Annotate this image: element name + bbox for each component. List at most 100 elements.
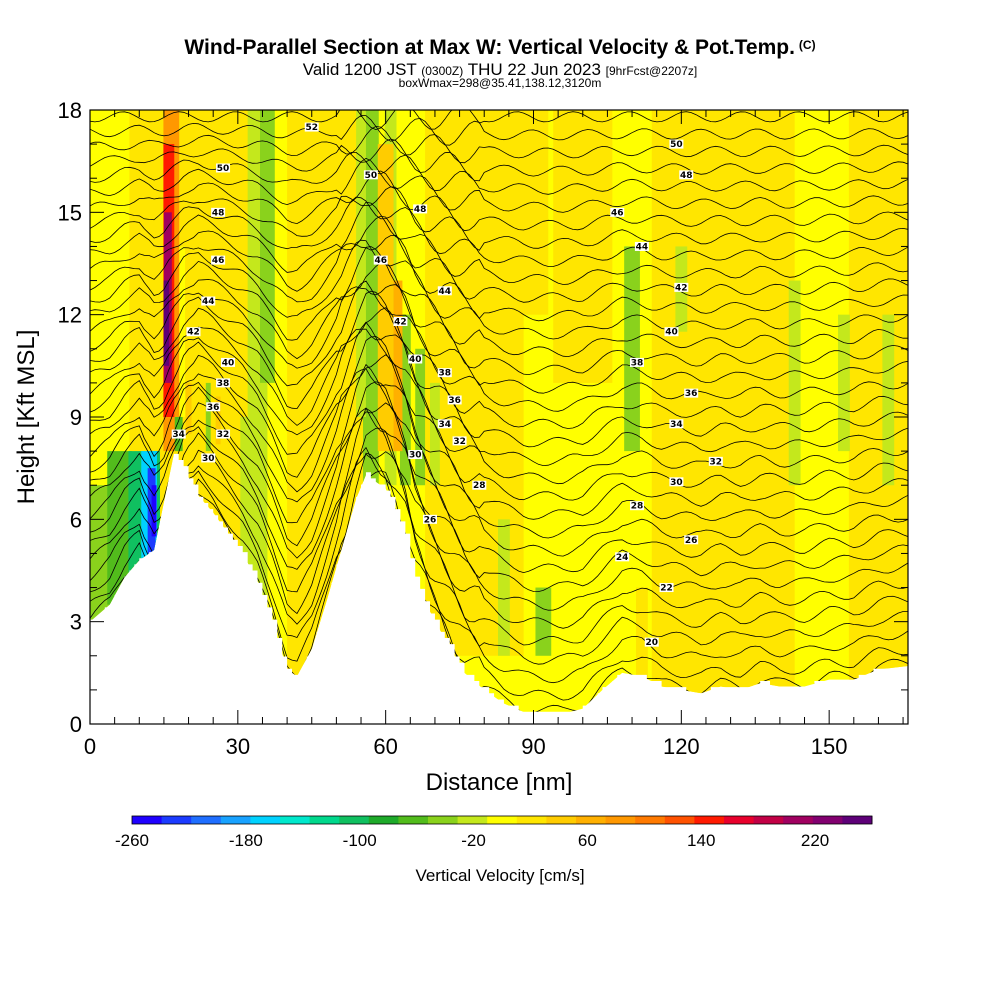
y-tick-label: 12 xyxy=(58,303,82,328)
velocity-band-15 xyxy=(356,110,366,417)
contour-label-text: 44 xyxy=(439,287,452,297)
contour-label-text: 36 xyxy=(685,389,698,399)
contour-label-text: 40 xyxy=(409,355,422,365)
theta-contour-4 xyxy=(90,427,908,646)
contour-label-bg xyxy=(408,450,423,460)
contour-label: 40 xyxy=(220,357,235,368)
contour-label-text: 38 xyxy=(439,369,452,379)
theta-contour-18 xyxy=(90,284,908,394)
contour-label: 40 xyxy=(664,327,679,338)
contour-label-text: 44 xyxy=(636,242,649,252)
colorbar-swatch xyxy=(664,816,695,824)
contour-label: 42 xyxy=(674,282,689,293)
colorbar-swatch xyxy=(191,816,222,824)
contour-label: 50 xyxy=(216,163,231,174)
colorbar-swatch xyxy=(635,816,666,824)
contour-label-bg xyxy=(629,501,644,511)
contour-label-bg xyxy=(211,207,226,217)
contour-label-bg xyxy=(472,480,487,490)
velocity-band-35 xyxy=(151,485,157,537)
theta-contour-28 xyxy=(90,157,908,213)
colorbar-tick-label: -180 xyxy=(229,831,263,850)
contour-label-text: 30 xyxy=(409,451,422,461)
velocity-band-38 xyxy=(205,382,211,452)
contour-label: 32 xyxy=(216,429,231,440)
subtitle-fcst: [9hrFcst@2207z] xyxy=(605,64,698,78)
theta-contour-13 xyxy=(90,321,908,485)
contour-label-bg xyxy=(452,436,467,446)
contour-label-bg xyxy=(206,402,221,412)
contour-label: 36 xyxy=(684,388,699,399)
contour-label-text: 26 xyxy=(685,536,698,546)
contour-label-text: 32 xyxy=(453,437,466,447)
contour-label-bg xyxy=(669,139,684,149)
colorbar-tick-label: -100 xyxy=(343,831,377,850)
theta-contour-17 xyxy=(90,280,908,412)
contour-label-bg xyxy=(684,535,699,545)
contour-label-bg xyxy=(211,255,226,265)
colorbar-swatch xyxy=(812,816,843,824)
theta-contour-19 xyxy=(90,261,908,376)
colorbar-swatch xyxy=(280,816,311,824)
theta-contour-10 xyxy=(90,368,908,539)
contour-label-bg xyxy=(610,207,625,217)
contour-label-text: 50 xyxy=(670,140,683,150)
contour-label-text: 30 xyxy=(202,454,215,464)
colorbar-label: Vertical Velocity [cm/s] xyxy=(415,866,584,885)
contour-label-bg xyxy=(684,388,699,398)
contour-label-bg xyxy=(408,354,423,364)
x-tick-label: 0 xyxy=(84,734,96,759)
contour-label-text: 46 xyxy=(374,256,387,266)
contour-label: 36 xyxy=(447,395,462,406)
contour-label-bg xyxy=(674,282,689,292)
contour-label: 30 xyxy=(669,477,684,488)
colorbar-frame xyxy=(131,815,873,825)
contour-label-bg xyxy=(373,255,388,265)
theta-contour-1 xyxy=(90,452,908,701)
y-tick-label: 6 xyxy=(70,507,82,532)
theta-contour-0 xyxy=(90,470,908,714)
terrain-mask xyxy=(90,453,908,724)
velocity-band-26 xyxy=(377,144,394,452)
theta-contour-5 xyxy=(90,407,908,629)
contour-label: 20 xyxy=(644,637,659,648)
contour-label: 48 xyxy=(413,204,428,215)
contour-label-text: 20 xyxy=(645,638,658,648)
contour-label: 32 xyxy=(708,456,723,467)
velocity-band-19 xyxy=(788,280,801,486)
contour-label: 28 xyxy=(472,480,487,491)
x-tick-label: 60 xyxy=(373,734,397,759)
contour-label-bg xyxy=(629,357,644,367)
theta-contour-16 xyxy=(90,290,908,429)
colorbar-swatch xyxy=(428,816,459,824)
contour-label-text: 32 xyxy=(217,430,230,440)
theta-contour-9 xyxy=(90,363,908,557)
contour-label: 26 xyxy=(423,514,438,525)
contour-label: 34 xyxy=(171,429,186,440)
contour-label: 38 xyxy=(629,357,644,368)
contour-label-bg xyxy=(644,637,659,647)
contour-label-text: 40 xyxy=(222,358,235,368)
theta-contour-26 xyxy=(90,186,908,251)
contour-label-text: 48 xyxy=(212,208,225,218)
contour-label-bg xyxy=(216,429,231,439)
y-tick-label: 9 xyxy=(70,405,82,430)
contour-label-text: 48 xyxy=(414,205,427,215)
y-tick-label: 15 xyxy=(58,200,82,225)
contour-label: 30 xyxy=(408,450,423,461)
velocity-band-13 xyxy=(415,348,426,486)
contour-label-bg xyxy=(664,327,679,337)
theta-contour-11 xyxy=(90,354,908,520)
contour-label-text: 44 xyxy=(202,297,215,307)
contour-label-bg xyxy=(220,357,235,367)
contour-label-text: 28 xyxy=(473,481,486,491)
colorbar-swatch xyxy=(694,816,725,824)
theta-contours xyxy=(90,110,908,714)
y-tick-label: 0 xyxy=(70,712,82,737)
contour-label-bg xyxy=(437,368,452,378)
theta-contour-30 xyxy=(90,138,908,182)
contour-label-bg xyxy=(304,122,319,132)
velocity-band-9 xyxy=(260,110,275,383)
colorbar-tick-label: -20 xyxy=(461,831,486,850)
contour-label: 28 xyxy=(629,501,644,512)
